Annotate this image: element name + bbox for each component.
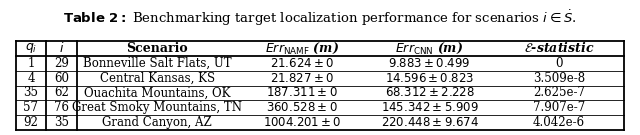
Text: $220.448 \pm 9.674$: $220.448 \pm 9.674$	[381, 116, 479, 129]
Text: $14.596 \pm 0.823$: $14.596 \pm 0.823$	[385, 72, 474, 85]
Text: 2.625e-7: 2.625e-7	[533, 87, 585, 99]
Text: $i$: $i$	[59, 41, 64, 55]
Text: 4.042e-6: 4.042e-6	[532, 116, 585, 129]
Text: $21.827 \pm 0$: $21.827 \pm 0$	[270, 72, 333, 85]
Text: $187.311 \pm 0$: $187.311 \pm 0$	[266, 87, 337, 99]
Text: 3.509e-8: 3.509e-8	[532, 72, 585, 85]
Text: Grand Canyon, AZ: Grand Canyon, AZ	[102, 116, 212, 129]
Text: $\mathcal{E}$-statistic: $\mathcal{E}$-statistic	[524, 41, 594, 55]
Text: 57: 57	[24, 101, 38, 114]
Text: $68.312 \pm 2.228$: $68.312 \pm 2.228$	[385, 87, 474, 99]
Text: $\mathit{Err}_{\mathrm{NAMF}}$ (m): $\mathit{Err}_{\mathrm{NAMF}}$ (m)	[264, 41, 339, 56]
Text: $\mathbf{Table\ 2:}$ Benchmarking target localization performance for scenarios : $\mathbf{Table\ 2:}$ Benchmarking target…	[63, 9, 577, 28]
Text: $1004.201 \pm 0$: $1004.201 \pm 0$	[262, 116, 341, 129]
Text: 0: 0	[555, 57, 563, 70]
Text: $q_i$: $q_i$	[25, 41, 37, 55]
Text: Ouachita Mountains, OK: Ouachita Mountains, OK	[84, 87, 230, 99]
Text: Great Smoky Mountains, TN: Great Smoky Mountains, TN	[72, 101, 243, 114]
Text: 62: 62	[54, 87, 69, 99]
Text: $21.624 \pm 0$: $21.624 \pm 0$	[269, 57, 334, 70]
Text: $\mathit{Err}_{\mathrm{CNN}}$ (m): $\mathit{Err}_{\mathrm{CNN}}$ (m)	[396, 41, 464, 56]
Text: 4: 4	[28, 72, 35, 85]
Text: 1: 1	[28, 57, 35, 70]
Text: 7.907e-7: 7.907e-7	[532, 101, 585, 114]
Text: 76: 76	[54, 101, 69, 114]
Text: 35: 35	[24, 87, 38, 99]
Text: 35: 35	[54, 116, 69, 129]
Text: 92: 92	[24, 116, 38, 129]
Text: Bonneville Salt Flats, UT: Bonneville Salt Flats, UT	[83, 57, 232, 70]
Text: 60: 60	[54, 72, 69, 85]
Text: $360.528 \pm 0$: $360.528 \pm 0$	[266, 101, 337, 114]
Text: $145.342 \pm 5.909$: $145.342 \pm 5.909$	[381, 101, 479, 114]
Text: Scenario: Scenario	[127, 42, 188, 55]
Text: $9.883 \pm 0.499$: $9.883 \pm 0.499$	[388, 57, 471, 70]
Text: Central Kansas, KS: Central Kansas, KS	[100, 72, 215, 85]
Text: 29: 29	[54, 57, 69, 70]
